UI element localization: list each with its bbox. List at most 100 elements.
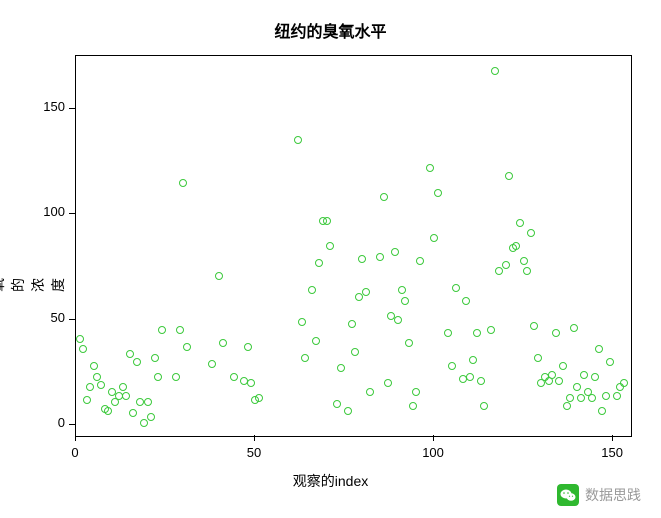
- data-point: [312, 337, 320, 345]
- data-point: [527, 229, 535, 237]
- data-point: [76, 335, 84, 343]
- data-point: [333, 400, 341, 408]
- data-point: [358, 255, 366, 263]
- data-point: [219, 339, 227, 347]
- data-point: [580, 371, 588, 379]
- y-tick-mark: [69, 213, 75, 214]
- data-point: [154, 373, 162, 381]
- data-point: [426, 164, 434, 172]
- data-point: [104, 407, 112, 415]
- data-point: [534, 354, 542, 362]
- data-point: [452, 284, 460, 292]
- data-point: [323, 217, 331, 225]
- data-point: [588, 394, 596, 402]
- plot-area: [75, 55, 632, 437]
- data-point: [434, 189, 442, 197]
- data-point: [140, 419, 148, 427]
- data-point: [512, 242, 520, 250]
- data-point: [79, 345, 87, 353]
- data-point: [391, 248, 399, 256]
- data-point: [416, 257, 424, 265]
- data-point: [93, 373, 101, 381]
- data-point: [620, 379, 628, 387]
- data-point: [337, 364, 345, 372]
- data-point: [83, 396, 91, 404]
- data-point: [444, 329, 452, 337]
- data-point: [344, 407, 352, 415]
- data-point: [86, 383, 94, 391]
- data-point: [230, 373, 238, 381]
- data-point: [122, 392, 130, 400]
- data-point: [380, 193, 388, 201]
- data-point: [530, 322, 538, 330]
- x-tick-mark: [75, 435, 76, 441]
- y-tick-label: 0: [31, 415, 65, 430]
- data-point: [172, 373, 180, 381]
- data-point: [466, 373, 474, 381]
- data-point: [176, 326, 184, 334]
- data-point: [591, 373, 599, 381]
- data-point: [208, 360, 216, 368]
- data-point: [129, 409, 137, 417]
- y-tick-mark: [69, 108, 75, 109]
- data-point: [144, 398, 152, 406]
- data-point: [398, 286, 406, 294]
- wechat-icon: [557, 484, 579, 506]
- data-point: [552, 329, 560, 337]
- data-point: [523, 267, 531, 275]
- data-point: [298, 318, 306, 326]
- data-point: [308, 286, 316, 294]
- data-point: [255, 394, 263, 402]
- data-point: [409, 402, 417, 410]
- data-point: [384, 379, 392, 387]
- data-point: [477, 377, 485, 385]
- data-point: [602, 392, 610, 400]
- y-axis-label: 臭氧的浓度: [0, 275, 68, 295]
- y-tick-label: 150: [31, 99, 65, 114]
- data-point: [362, 288, 370, 296]
- data-point: [566, 394, 574, 402]
- data-point: [133, 358, 141, 366]
- data-point: [469, 356, 477, 364]
- data-point: [301, 354, 309, 362]
- data-point: [555, 377, 563, 385]
- x-tick-mark: [254, 435, 255, 441]
- data-point: [401, 297, 409, 305]
- data-point: [491, 67, 499, 75]
- data-point: [520, 257, 528, 265]
- data-point: [315, 259, 323, 267]
- data-point: [394, 316, 402, 324]
- data-point: [613, 392, 621, 400]
- data-point: [158, 326, 166, 334]
- data-point: [215, 272, 223, 280]
- data-point: [183, 343, 191, 351]
- data-point: [502, 261, 510, 269]
- data-point: [505, 172, 513, 180]
- data-point: [548, 371, 556, 379]
- data-point: [326, 242, 334, 250]
- y-tick-label: 100: [31, 204, 65, 219]
- data-point: [448, 362, 456, 370]
- data-point: [573, 383, 581, 391]
- data-point: [606, 358, 614, 366]
- data-point: [473, 329, 481, 337]
- data-point: [595, 345, 603, 353]
- data-point: [570, 324, 578, 332]
- data-point: [487, 326, 495, 334]
- data-point: [598, 407, 606, 415]
- data-point: [366, 388, 374, 396]
- data-point: [348, 320, 356, 328]
- data-point: [90, 362, 98, 370]
- x-tick-mark: [433, 435, 434, 441]
- data-point: [405, 339, 413, 347]
- y-tick-mark: [69, 319, 75, 320]
- x-tick-label: 50: [234, 445, 274, 460]
- data-point: [462, 297, 470, 305]
- data-point: [179, 179, 187, 187]
- data-point: [412, 388, 420, 396]
- data-point: [126, 350, 134, 358]
- y-tick-mark: [69, 424, 75, 425]
- data-point: [244, 343, 252, 351]
- data-point: [430, 234, 438, 242]
- data-point: [247, 379, 255, 387]
